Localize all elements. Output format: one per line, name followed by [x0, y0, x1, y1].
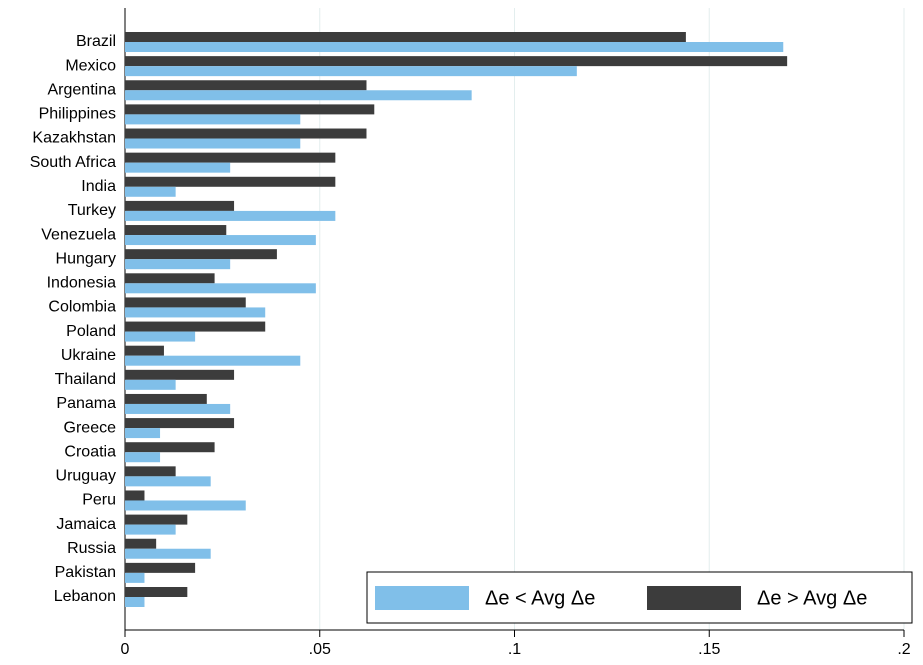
bar [125, 259, 231, 270]
bar [125, 442, 215, 453]
bar [125, 128, 367, 139]
y-tick-label: Lebanon [54, 588, 116, 605]
x-tick-label: .15 [698, 641, 720, 658]
y-tick-label: Turkey [68, 202, 116, 219]
y-tick-label: Jamaica [56, 516, 116, 533]
bar [125, 538, 157, 549]
y-tick-label: Uruguay [56, 468, 116, 485]
bar [125, 307, 266, 318]
bar [125, 393, 207, 404]
bar [125, 80, 367, 91]
bar [125, 152, 336, 163]
y-tick-label: Panama [56, 395, 116, 412]
y-tick-label: Brazil [76, 33, 116, 50]
y-tick-label: Thailand [55, 371, 116, 388]
bar [125, 186, 176, 197]
bar [125, 297, 246, 308]
bar [125, 210, 336, 221]
y-tick-label: Philippines [39, 106, 116, 123]
bar [125, 379, 176, 390]
x-tick-label: .2 [897, 641, 910, 658]
bar [125, 562, 196, 573]
bar [125, 476, 211, 487]
bar [125, 355, 301, 366]
y-tick-label: India [81, 178, 116, 195]
bar [125, 249, 277, 260]
legend-swatch [647, 586, 741, 610]
y-tick-label: Hungary [56, 250, 116, 267]
bar [125, 403, 231, 414]
x-tick-label: .05 [309, 641, 331, 658]
bar [125, 104, 375, 115]
bar [125, 162, 231, 173]
y-tick-label: Croatia [64, 443, 116, 460]
y-tick-label: Ukraine [61, 347, 116, 364]
bar [125, 66, 577, 77]
bar [125, 283, 316, 294]
bar [125, 42, 784, 52]
bar [125, 235, 316, 246]
x-tick-label: .1 [508, 641, 521, 658]
bar [125, 273, 215, 284]
bar [125, 56, 788, 67]
bar [125, 597, 145, 607]
y-tick-label: Poland [66, 323, 116, 340]
bar [125, 114, 301, 125]
y-tick-label: Peru [82, 492, 116, 509]
bar [125, 331, 196, 342]
bar [125, 452, 161, 463]
legend-swatch [375, 586, 469, 610]
y-tick-label: Russia [67, 540, 116, 557]
bar [125, 500, 246, 511]
bar [125, 587, 188, 597]
bar [125, 176, 336, 187]
y-tick-label: Indonesia [47, 275, 116, 292]
bar [125, 345, 164, 356]
y-tick-label: South Africa [30, 154, 116, 171]
bar [125, 369, 235, 380]
legend-label: Δe > Avg Δe [757, 587, 867, 609]
bar [125, 418, 235, 429]
y-tick-label: Greece [64, 419, 117, 436]
y-tick-label: Venezuela [41, 226, 116, 243]
y-tick-label: Argentina [48, 81, 117, 98]
x-tick-label: 0 [121, 641, 130, 658]
y-tick-label: Colombia [48, 299, 116, 316]
bar [125, 200, 235, 211]
bar [125, 548, 211, 559]
bar [125, 138, 301, 149]
bar [125, 524, 176, 535]
legend-label: Δe < Avg Δe [485, 587, 595, 609]
bar [125, 514, 188, 525]
bar [125, 428, 161, 439]
bar [125, 466, 176, 477]
bar [125, 321, 266, 332]
y-tick-label: Kazakhstan [32, 130, 116, 147]
bar [125, 572, 145, 583]
y-tick-label: Pakistan [55, 564, 116, 581]
bar [125, 490, 145, 501]
bar [125, 32, 686, 42]
bar [125, 225, 227, 236]
bar [125, 90, 472, 101]
y-tick-label: Mexico [65, 57, 116, 74]
